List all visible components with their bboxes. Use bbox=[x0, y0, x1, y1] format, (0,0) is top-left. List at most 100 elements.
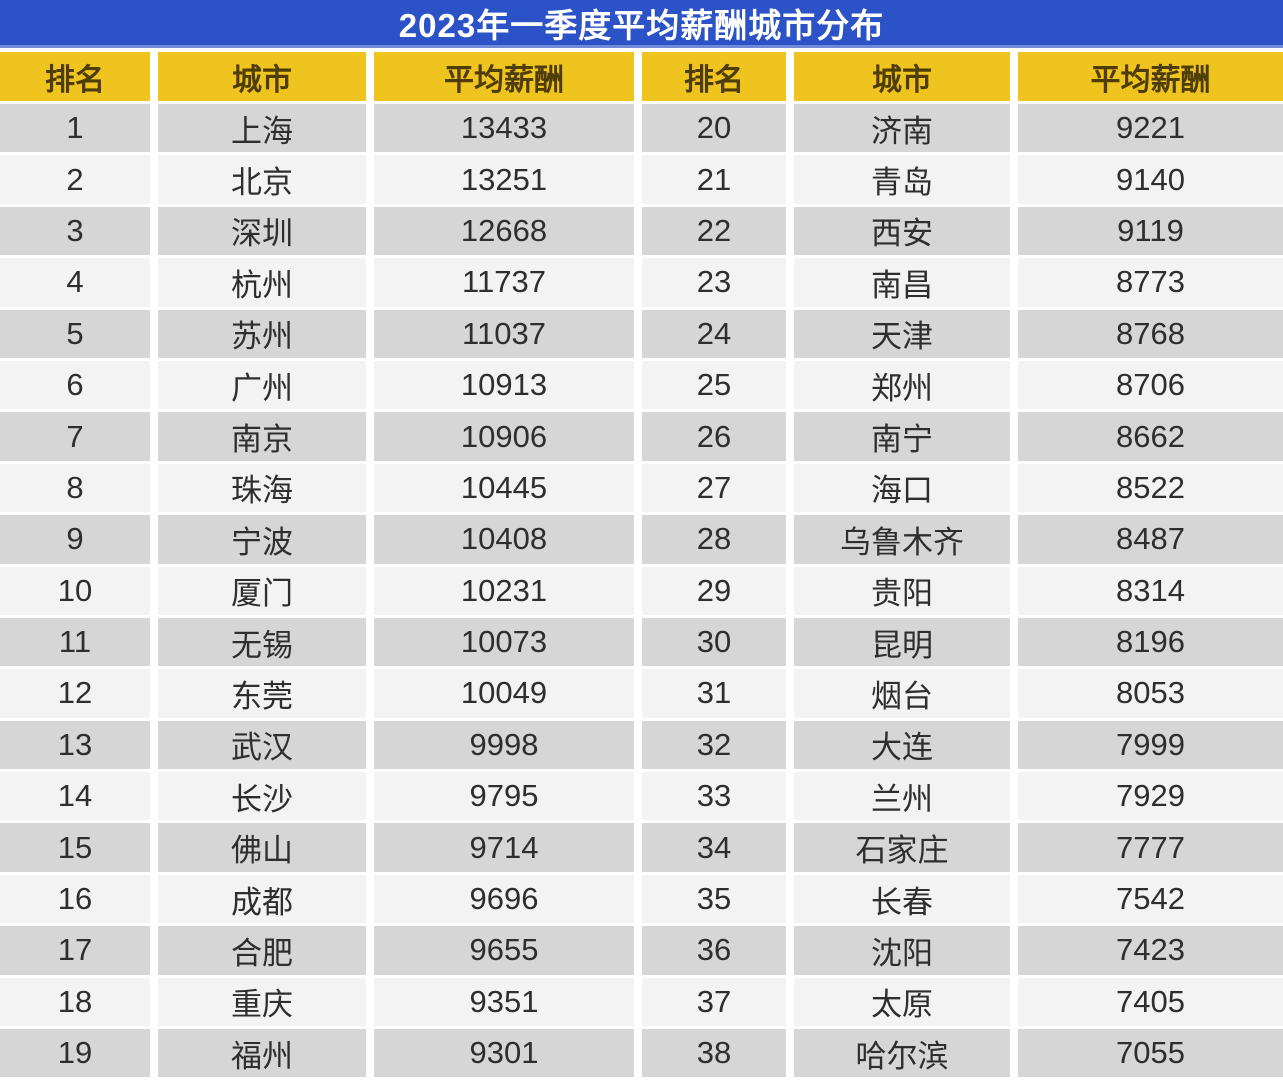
rank-cell-right: 25 bbox=[642, 360, 786, 410]
rank-cell-right: 24 bbox=[642, 309, 786, 358]
city-cell-right: 南宁 bbox=[794, 412, 1010, 461]
salary-cell-right: 8053 bbox=[1018, 669, 1283, 718]
rank-cell-right: 30 bbox=[642, 617, 786, 667]
salary-cell-left: 9795 bbox=[374, 772, 634, 821]
rank-cell-left: 3 bbox=[0, 206, 150, 256]
city-cell-left: 厦门 bbox=[158, 566, 366, 615]
city-cell-left: 广州 bbox=[158, 360, 366, 410]
rank-cell-right: 35 bbox=[642, 874, 786, 924]
rank-cell-left: 6 bbox=[0, 360, 150, 410]
salary-cell-right: 8196 bbox=[1018, 617, 1283, 667]
rank-cell-left: 13 bbox=[0, 720, 150, 770]
rank-cell-right: 34 bbox=[642, 823, 786, 872]
rank-cell-left: 18 bbox=[0, 977, 150, 1027]
rank-cell-left: 16 bbox=[0, 874, 150, 924]
salary-cell-right: 8773 bbox=[1018, 258, 1283, 307]
header-city-right: 城市 bbox=[794, 52, 1010, 101]
salary-cell-right: 7929 bbox=[1018, 772, 1283, 821]
salary-cell-left: 10913 bbox=[374, 360, 634, 410]
city-cell-left: 北京 bbox=[158, 155, 366, 204]
rank-cell-right: 20 bbox=[642, 104, 786, 153]
salary-cell-left: 11037 bbox=[374, 309, 634, 358]
salary-cell-right: 8487 bbox=[1018, 515, 1283, 564]
salary-cell-right: 8768 bbox=[1018, 309, 1283, 358]
salary-cell-left: 10049 bbox=[374, 669, 634, 718]
header-salary-left: 平均薪酬 bbox=[374, 52, 634, 101]
city-cell-left: 武汉 bbox=[158, 720, 366, 770]
header-rank-left: 排名 bbox=[0, 52, 150, 101]
salary-cell-left: 9714 bbox=[374, 823, 634, 872]
city-cell-right: 石家庄 bbox=[794, 823, 1010, 872]
city-cell-right: 哈尔滨 bbox=[794, 1029, 1010, 1078]
city-cell-right: 郑州 bbox=[794, 360, 1010, 410]
salary-cell-right: 8314 bbox=[1018, 566, 1283, 615]
salary-cell-left: 10073 bbox=[374, 617, 634, 667]
salary-cell-right: 7423 bbox=[1018, 926, 1283, 975]
salary-cell-left: 13433 bbox=[374, 104, 634, 153]
page-title: 2023年一季度平均薪酬城市分布 bbox=[398, 6, 885, 44]
salary-cell-right: 7542 bbox=[1018, 874, 1283, 924]
rank-cell-left: 7 bbox=[0, 412, 150, 461]
rank-cell-right: 36 bbox=[642, 926, 786, 975]
city-cell-left: 福州 bbox=[158, 1029, 366, 1078]
city-cell-left: 深圳 bbox=[158, 206, 366, 256]
rank-cell-left: 8 bbox=[0, 463, 150, 513]
rank-cell-left: 10 bbox=[0, 566, 150, 615]
rank-cell-right: 27 bbox=[642, 463, 786, 513]
rank-cell-right: 32 bbox=[642, 720, 786, 770]
city-cell-left: 宁波 bbox=[158, 515, 366, 564]
city-cell-right: 海口 bbox=[794, 463, 1010, 513]
rank-cell-right: 23 bbox=[642, 258, 786, 307]
salary-cell-right: 9221 bbox=[1018, 104, 1283, 153]
city-cell-left: 珠海 bbox=[158, 463, 366, 513]
salary-cell-right: 8522 bbox=[1018, 463, 1283, 513]
salary-cell-right: 7405 bbox=[1018, 977, 1283, 1027]
salary-cell-left: 12668 bbox=[374, 206, 634, 256]
rank-cell-left: 17 bbox=[0, 926, 150, 975]
city-cell-right: 乌鲁木齐 bbox=[794, 515, 1010, 564]
rank-cell-left: 15 bbox=[0, 823, 150, 872]
salary-cell-left: 11737 bbox=[374, 258, 634, 307]
rank-cell-left: 9 bbox=[0, 515, 150, 564]
city-cell-left: 长沙 bbox=[158, 772, 366, 821]
city-cell-right: 兰州 bbox=[794, 772, 1010, 821]
salary-cell-right: 7055 bbox=[1018, 1029, 1283, 1078]
salary-cell-right: 7999 bbox=[1018, 720, 1283, 770]
city-cell-right: 昆明 bbox=[794, 617, 1010, 667]
rank-cell-left: 4 bbox=[0, 258, 150, 307]
city-cell-right: 西安 bbox=[794, 206, 1010, 256]
rank-cell-right: 33 bbox=[642, 772, 786, 821]
header-city-left: 城市 bbox=[158, 52, 366, 101]
salary-cell-right: 8706 bbox=[1018, 360, 1283, 410]
salary-cell-right: 9140 bbox=[1018, 155, 1283, 204]
rank-cell-left: 12 bbox=[0, 669, 150, 718]
title-bar: 2023年一季度平均薪酬城市分布 bbox=[0, 0, 1283, 48]
city-cell-right: 南昌 bbox=[794, 258, 1010, 307]
header-salary-right: 平均薪酬 bbox=[1018, 52, 1283, 101]
rank-cell-left: 11 bbox=[0, 617, 150, 667]
rank-cell-right: 22 bbox=[642, 206, 786, 256]
salary-cell-right: 8662 bbox=[1018, 412, 1283, 461]
rank-cell-right: 38 bbox=[642, 1029, 786, 1078]
city-cell-left: 杭州 bbox=[158, 258, 366, 307]
rank-cell-right: 28 bbox=[642, 515, 786, 564]
salary-cell-left: 10906 bbox=[374, 412, 634, 461]
salary-cell-left: 9351 bbox=[374, 977, 634, 1027]
city-cell-left: 苏州 bbox=[158, 309, 366, 358]
salary-cell-left: 10408 bbox=[374, 515, 634, 564]
city-cell-left: 重庆 bbox=[158, 977, 366, 1027]
city-cell-left: 南京 bbox=[158, 412, 366, 461]
rank-cell-right: 29 bbox=[642, 566, 786, 615]
salary-cell-left: 10231 bbox=[374, 566, 634, 615]
city-cell-right: 太原 bbox=[794, 977, 1010, 1027]
salary-cell-left: 9998 bbox=[374, 720, 634, 770]
header-rank-right: 排名 bbox=[642, 52, 786, 101]
rank-cell-right: 21 bbox=[642, 155, 786, 204]
city-cell-right: 大连 bbox=[794, 720, 1010, 770]
salary-table: 排名 城市 平均薪酬 排名 城市 平均薪酬 1 上海 13433 20 济南 9… bbox=[0, 52, 1283, 1078]
city-cell-left: 上海 bbox=[158, 104, 366, 153]
rank-cell-left: 2 bbox=[0, 155, 150, 204]
city-cell-left: 东莞 bbox=[158, 669, 366, 718]
city-cell-right: 济南 bbox=[794, 104, 1010, 153]
rank-cell-left: 5 bbox=[0, 309, 150, 358]
